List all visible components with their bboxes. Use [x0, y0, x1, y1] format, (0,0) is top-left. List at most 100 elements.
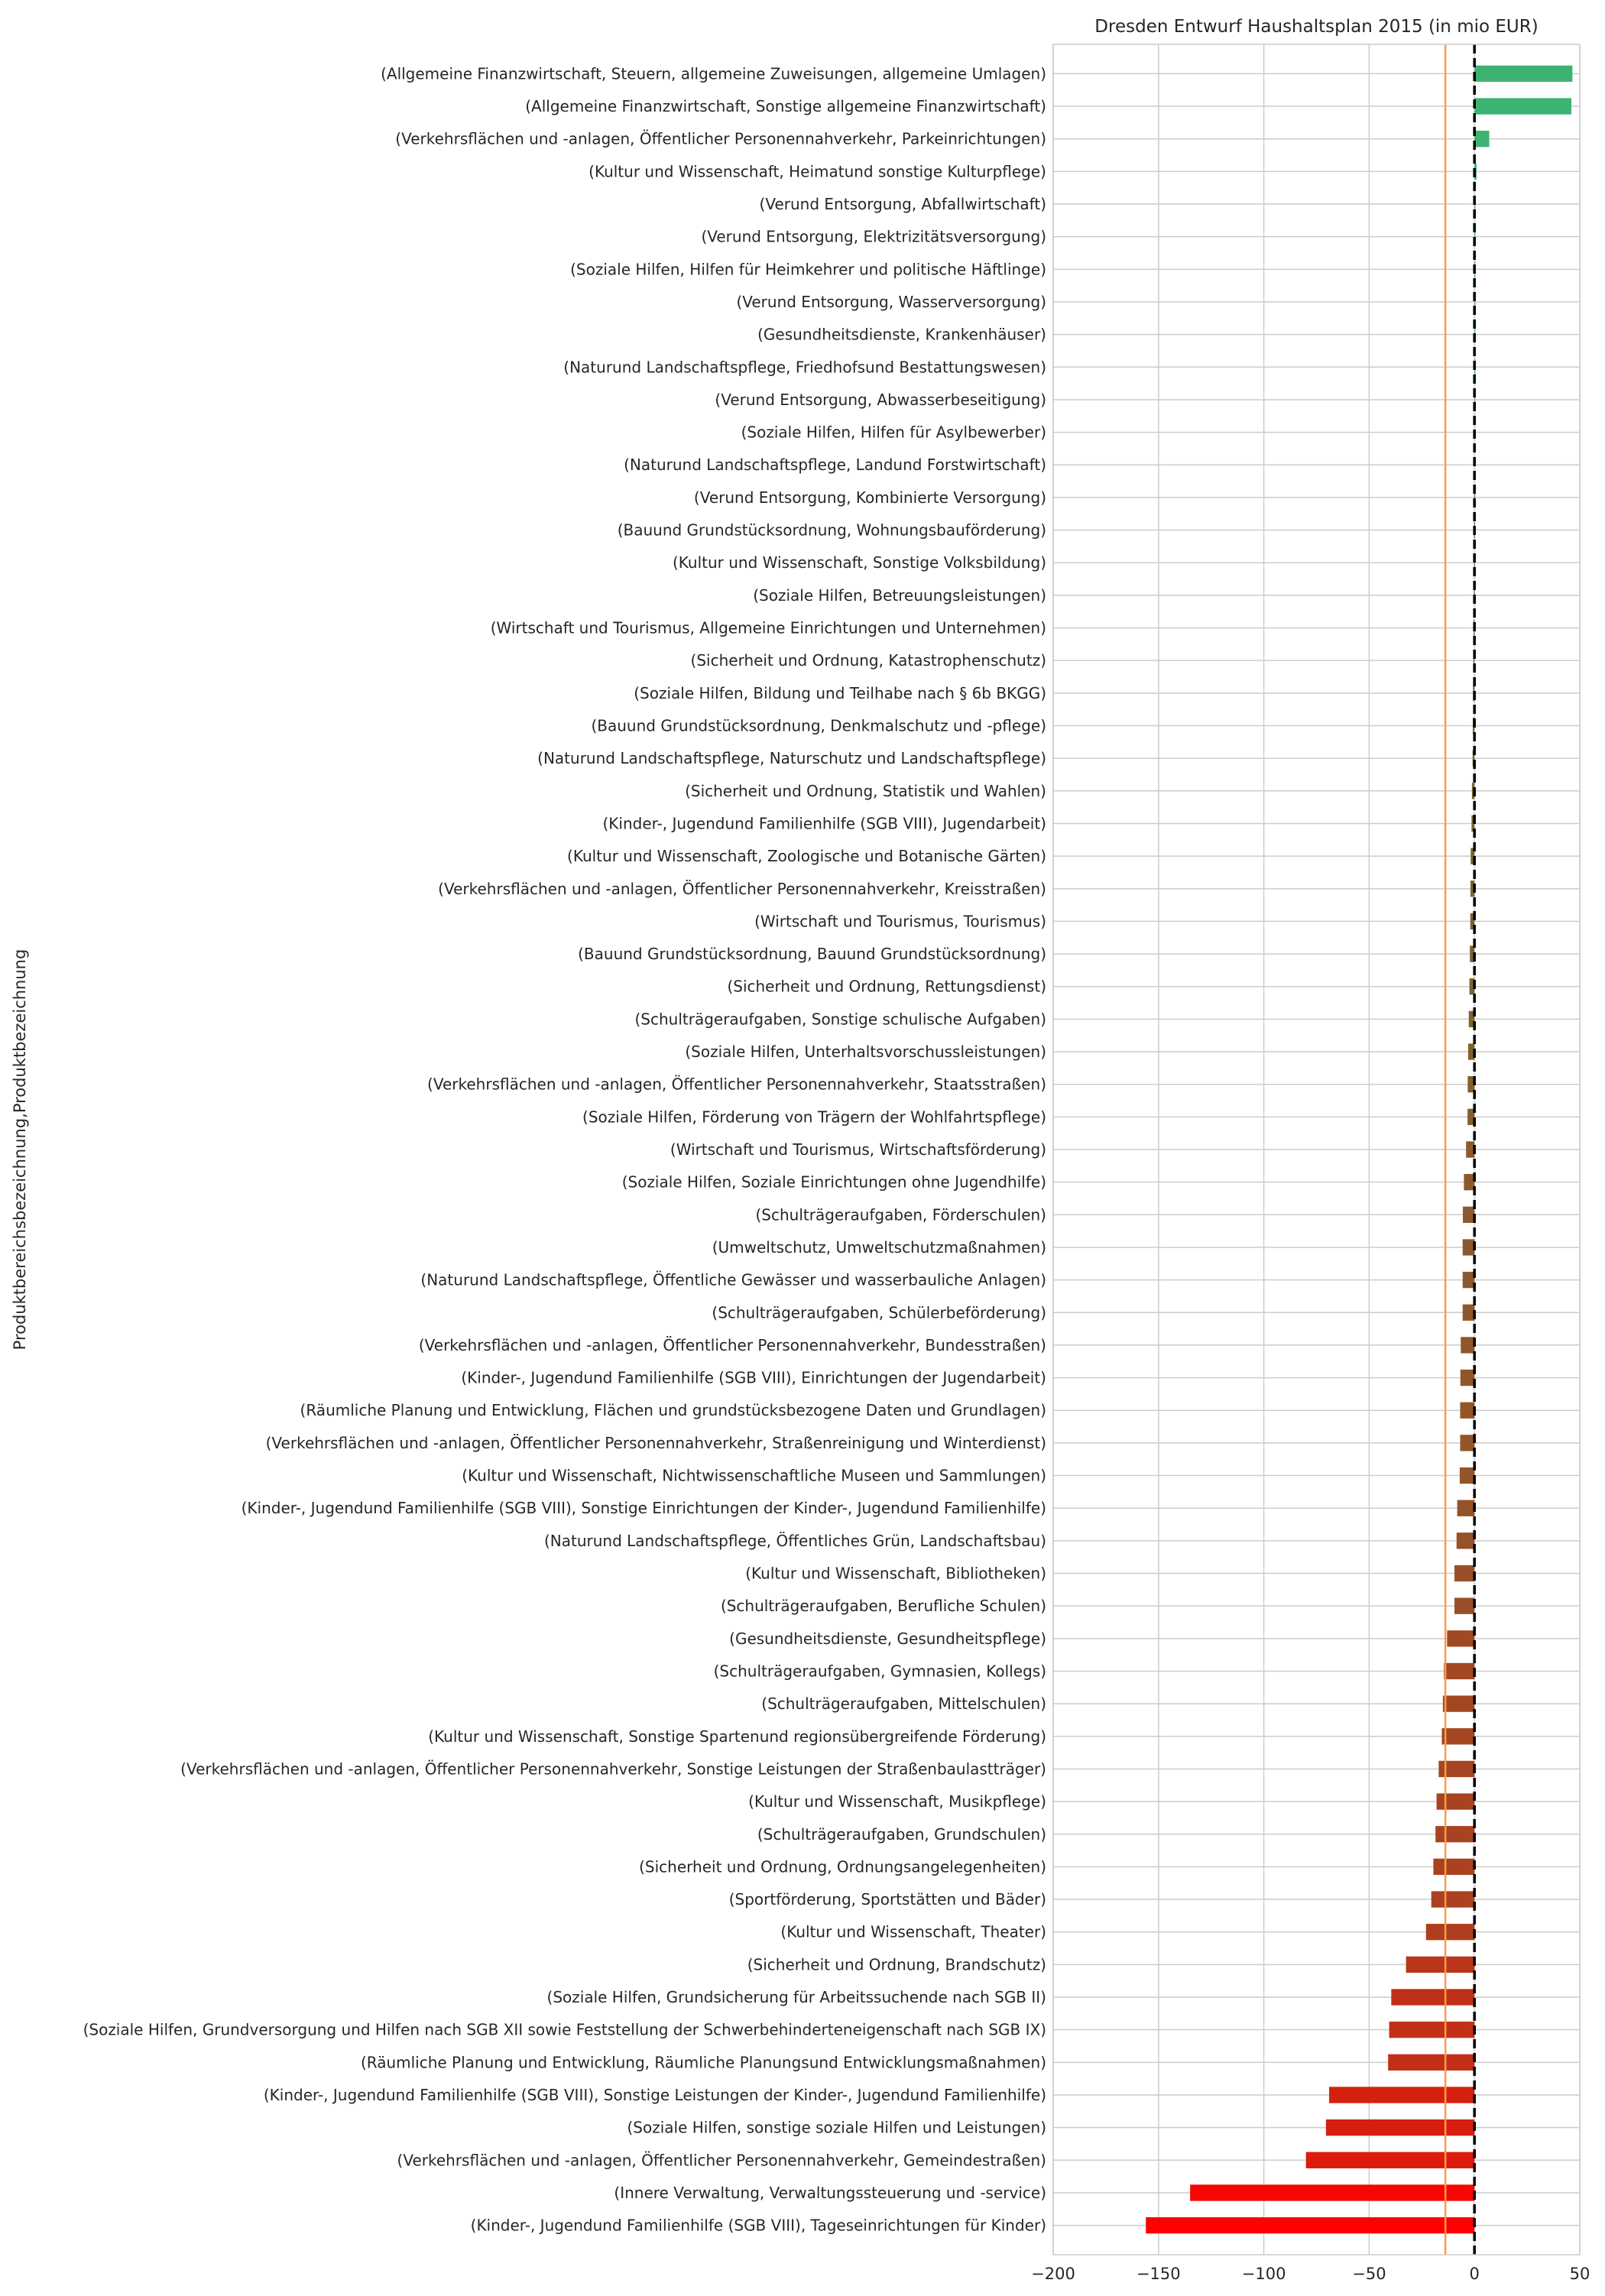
- bar: [1462, 1271, 1475, 1289]
- category-label: (Soziale Hilfen, Bildung und Teilhabe na…: [634, 684, 1046, 702]
- bar: [1447, 1630, 1475, 1647]
- category-label: (Verund Entsorgung, Abwasserbeseitigung): [715, 391, 1046, 409]
- bar: [1471, 815, 1475, 832]
- category-label: (Gesundheitsdienste, Gesundheitspflege): [729, 1630, 1046, 1648]
- category-label: (Räumliche Planung und Entwicklung, Fläc…: [300, 1401, 1046, 1419]
- bar: [1474, 293, 1476, 310]
- category-label: (Soziale Hilfen, Betreuungsleistungen): [753, 586, 1046, 605]
- bar: [1461, 1337, 1475, 1354]
- category-label: (Umweltschutz, Umweltschutzmaßnahmen): [712, 1238, 1046, 1257]
- category-label: (Soziale Hilfen, Grundversorgung und Hil…: [83, 2021, 1046, 2039]
- bar: [1459, 1467, 1475, 1484]
- category-label: (Verund Entsorgung, Abfallwirtschaft): [760, 195, 1046, 213]
- bar: [1454, 1597, 1475, 1614]
- bar: [1462, 1239, 1475, 1256]
- reference-lines: [1444, 44, 1476, 2255]
- category-label: (Sicherheit und Ordnung, Katastrophensch…: [691, 651, 1046, 670]
- bar: [1467, 1076, 1475, 1093]
- bar: [1425, 1924, 1475, 1941]
- category-label: (Soziale Hilfen, Grundsicherung für Arbe…: [547, 1988, 1046, 2006]
- chart-title: Dresden Entwurf Haushaltsplan 2015 (in m…: [1094, 17, 1538, 37]
- bar: [1470, 848, 1475, 864]
- category-label: (Kultur und Wissenschaft, Nichtwissensch…: [462, 1467, 1046, 1485]
- category-label: (Kultur und Wissenschaft, Sonstige Volks…: [673, 553, 1046, 572]
- y-axis-label: Produktbereichsbezeichnung,Produktbezeic…: [11, 949, 29, 1351]
- category-label: (Wirtschaft und Tourismus, Tourismus): [754, 912, 1046, 930]
- bar: [1460, 1402, 1475, 1419]
- bars: [1146, 65, 1573, 2234]
- category-label: (Verkehrsflächen und -anlagen, Öffentlic…: [427, 1075, 1046, 1094]
- category-label: (Kultur und Wissenschaft, Heimatund sons…: [588, 162, 1046, 180]
- bar: [1391, 1989, 1475, 2006]
- category-label: (Verund Entsorgung, Kombinierte Versorgu…: [694, 488, 1046, 507]
- category-label: (Verkehrsflächen und -anlagen, Öffentlic…: [395, 130, 1046, 148]
- category-label: (Bauund Grundstücksordnung, Wohnungsbauf…: [618, 521, 1046, 540]
- bar: [1436, 1793, 1475, 1810]
- category-label: (Räumliche Planung und Entwicklung, Räum…: [361, 2053, 1046, 2071]
- bar: [1456, 1532, 1475, 1549]
- bar: [1470, 880, 1475, 897]
- category-label: (Verkehrsflächen und -anlagen, Öffentlic…: [419, 1336, 1046, 1354]
- category-label: (Allgemeine Finanzwirtschaft, Steuern, a…: [381, 64, 1046, 83]
- bar: [1460, 1369, 1475, 1386]
- category-label: (Sportförderung, Sportstätten und Bäder): [729, 1890, 1046, 1908]
- x-tick-label: −50: [1352, 2265, 1386, 2283]
- grid: [1052, 44, 1581, 2255]
- bar: [1190, 2184, 1475, 2201]
- bar: [1470, 945, 1475, 962]
- bar: [1442, 1695, 1475, 1712]
- x-tick-label: −150: [1136, 2265, 1181, 2283]
- category-label: (Verund Entsorgung, Wasserversorgung): [736, 293, 1046, 311]
- bar: [1474, 391, 1476, 408]
- bar: [1467, 1043, 1475, 1060]
- category-label: (Kultur und Wissenschaft, Sonstige Spart…: [428, 1727, 1046, 1746]
- bar: [1444, 1662, 1475, 1680]
- bar: [1325, 2119, 1475, 2136]
- category-label: (Naturund Landschaftspflege, Öffentliche…: [420, 1271, 1046, 1289]
- category-label: (Kultur und Wissenschaft, Zoologische un…: [567, 847, 1046, 865]
- category-label: (Soziale Hilfen, sonstige soziale Hilfen…: [627, 2119, 1046, 2137]
- category-label: (Schulträgeraufgaben, Grundschulen): [757, 1825, 1046, 1844]
- category-label: (Soziale Hilfen, Hilfen für Asylbewerber…: [741, 423, 1046, 442]
- bar: [1463, 1206, 1475, 1223]
- bar: [1472, 750, 1475, 767]
- category-label: (Soziale Hilfen, Soziale Einrichtungen o…: [622, 1173, 1046, 1192]
- category-label: (Verkehrsflächen und -anlagen, Öffentlic…: [397, 2151, 1046, 2169]
- category-label: (Innere Verwaltung, Verwaltungssteuerung…: [614, 2184, 1046, 2202]
- category-label: (Kultur und Wissenschaft, Bibliotheken): [745, 1565, 1046, 1583]
- x-tick-label: 50: [1570, 2265, 1590, 2283]
- plot-frame: [1052, 44, 1581, 2255]
- category-label: (Schulträgeraufgaben, Berufliche Schulen…: [721, 1597, 1046, 1615]
- bar: [1146, 2217, 1475, 2234]
- x-tick-label: −200: [1031, 2265, 1075, 2283]
- bar: [1474, 98, 1571, 115]
- category-label: (Kinder-, Jugendund Familienhilfe (SGB V…: [602, 814, 1046, 832]
- category-labels: (Allgemeine Finanzwirtschaft, Steuern, a…: [83, 64, 1046, 2234]
- category-label: (Kinder-, Jugendund Familienhilfe (SGB V…: [264, 2086, 1046, 2104]
- bar: [1474, 131, 1490, 148]
- bar: [1474, 554, 1475, 571]
- category-label: (Schulträgeraufgaben, Förderschulen): [756, 1205, 1047, 1224]
- x-tick-labels: −200 −150 −100 −50 0 50: [1031, 2265, 1590, 2283]
- bar: [1388, 2054, 1475, 2071]
- bar: [1454, 1565, 1475, 1582]
- category-label: (Sicherheit und Ordnung, Rettungsdienst): [727, 978, 1046, 996]
- category-label: (Schulträgeraufgaben, Sonstige schulisch…: [634, 1010, 1046, 1028]
- category-label: (Bauund Grundstücksordnung, Bauund Grund…: [578, 945, 1046, 963]
- category-label: (Soziale Hilfen, Förderung von Trägern d…: [582, 1107, 1046, 1126]
- category-label: (Wirtschaft und Tourismus, Allgemeine Ei…: [491, 619, 1046, 637]
- x-tick-label: −100: [1242, 2265, 1286, 2283]
- bar: [1462, 1304, 1475, 1321]
- category-label: (Gesundheitsdienste, Krankenhäuser): [757, 326, 1046, 344]
- category-label: (Schulträgeraufgaben, Mittelschulen): [761, 1694, 1046, 1713]
- bar: [1466, 1141, 1475, 1158]
- category-label: (Kultur und Wissenschaft, Theater): [780, 1923, 1046, 1941]
- category-label: (Naturund Landschaftspflege, Landund For…: [624, 456, 1046, 474]
- category-label: (Kinder-, Jugendund Familienhilfe (SGB V…: [471, 2217, 1046, 2235]
- category-label: (Bauund Grundstücksordnung, Denkmalschut…: [591, 716, 1046, 735]
- bar: [1460, 1435, 1475, 1451]
- category-label: (Kinder-, Jugendund Familienhilfe (SGB V…: [242, 1499, 1046, 1517]
- bar: [1468, 1010, 1475, 1028]
